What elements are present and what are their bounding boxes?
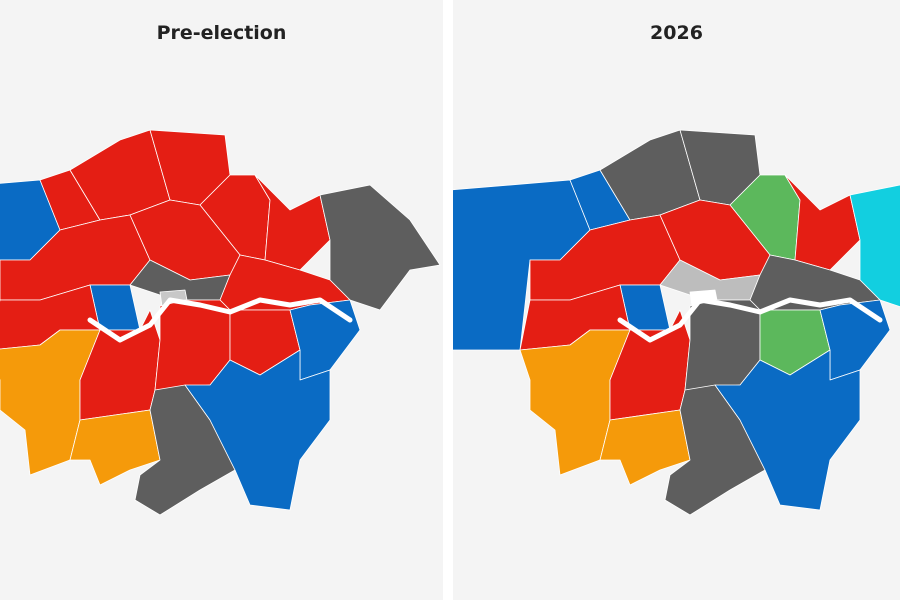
map	[453, 129, 900, 516]
map-panel: Pre-election	[0, 0, 443, 600]
region	[819, 299, 891, 381]
map-panel: 2026	[453, 0, 900, 600]
map-title: Pre-election	[156, 22, 287, 44]
region	[289, 299, 361, 381]
map	[0, 129, 441, 516]
map-title: 2026	[650, 22, 703, 44]
